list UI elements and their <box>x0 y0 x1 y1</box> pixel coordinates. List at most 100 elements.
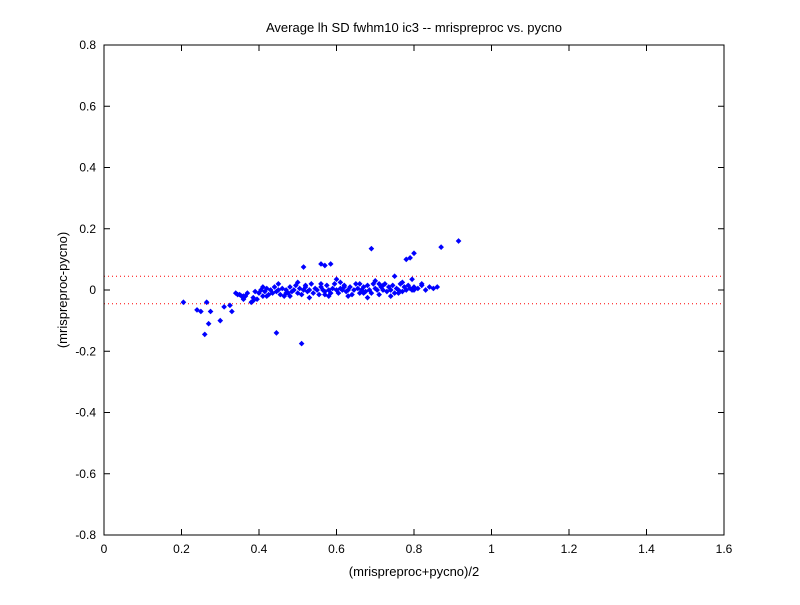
data-point <box>322 291 328 298</box>
data-point <box>277 291 284 298</box>
data-point <box>353 281 359 287</box>
data-point <box>263 285 270 292</box>
data-point <box>201 331 208 338</box>
data-point <box>254 296 260 303</box>
data-point <box>387 287 394 293</box>
x-tick-label: 1.2 <box>561 542 578 556</box>
data-point <box>205 320 212 327</box>
data-point <box>275 287 282 293</box>
data-point <box>314 287 320 293</box>
data-point <box>273 330 280 336</box>
x-tick-label: 1.6 <box>716 542 733 556</box>
data-point <box>380 287 386 293</box>
data-point <box>291 287 297 293</box>
data-point <box>244 290 251 296</box>
data-point <box>269 290 276 296</box>
data-point <box>351 287 357 293</box>
data-point <box>415 285 421 292</box>
y-tick-label: -0.2 <box>75 344 96 358</box>
data-point <box>356 281 363 287</box>
data-point <box>198 308 204 315</box>
y-tick-label: 0.4 <box>79 161 96 175</box>
data-point <box>287 293 293 299</box>
data-point <box>308 281 315 287</box>
data-point <box>345 293 351 299</box>
data-point <box>310 290 317 296</box>
data-point <box>180 299 187 306</box>
data-point <box>306 287 313 293</box>
data-point <box>434 284 441 290</box>
data-point <box>333 276 340 283</box>
data-point <box>368 290 375 296</box>
data-point <box>399 288 406 295</box>
data-point <box>325 293 332 299</box>
data-point <box>203 299 210 306</box>
data-point <box>271 284 278 290</box>
data-point <box>409 276 415 283</box>
data-point <box>349 291 355 298</box>
data-point <box>316 291 322 298</box>
data-point <box>318 281 324 287</box>
data-point <box>306 294 313 301</box>
data-point <box>418 281 425 287</box>
data-point <box>263 293 270 299</box>
data-point <box>260 293 266 299</box>
axis-ticks: 0 0.2 0.4 0.6 0.8 1 1.2 1.4 1.6 -0.8 -0.6 -0.4 -0.2 0… <box>75 38 732 556</box>
y-tick-label: 0 <box>89 283 96 297</box>
data-point <box>300 264 307 270</box>
data-point <box>298 340 305 347</box>
data-point <box>430 285 437 292</box>
data-point <box>422 287 429 293</box>
data-point <box>236 291 243 298</box>
data-point <box>302 282 309 289</box>
data-point <box>318 261 324 267</box>
data-point <box>298 291 305 298</box>
x-tick-label: 1 <box>488 542 495 556</box>
data-point <box>194 307 200 313</box>
data-point <box>376 281 382 287</box>
x-tick-label: 0.6 <box>328 542 345 556</box>
data-point <box>380 282 386 289</box>
data-point <box>331 281 338 287</box>
data-point <box>455 238 462 244</box>
data-point <box>374 287 381 293</box>
data-point <box>341 284 348 290</box>
data-point <box>438 244 444 250</box>
data-point <box>207 308 214 315</box>
data-point <box>391 290 398 296</box>
data-point <box>360 284 367 290</box>
y-tick-label: 0.8 <box>79 38 96 52</box>
data-point <box>275 281 282 287</box>
data-point <box>372 277 379 284</box>
data-point <box>411 287 417 293</box>
data-point <box>389 282 396 289</box>
y-tick-label: 0.2 <box>79 222 96 236</box>
data-point <box>354 285 361 292</box>
data-point <box>403 256 410 263</box>
data-point <box>294 279 301 286</box>
data-point <box>364 282 371 289</box>
data-point <box>322 262 328 269</box>
data-point <box>229 308 235 315</box>
y-axis-label: (mrispreproc-pycno) <box>55 232 70 348</box>
data-point <box>395 290 402 296</box>
data-point <box>391 273 398 280</box>
data-point <box>227 302 233 309</box>
data-point <box>294 290 301 296</box>
data-point <box>426 284 433 290</box>
x-tick-label: 1.4 <box>638 542 655 556</box>
y-tick-label: -0.4 <box>75 406 96 420</box>
data-point <box>296 285 303 292</box>
data-point <box>329 285 336 292</box>
data-point <box>260 284 266 290</box>
y-tick-label: 0.6 <box>79 99 96 113</box>
reference-lines <box>104 275 724 305</box>
data-point <box>221 304 227 310</box>
data-point <box>337 279 344 286</box>
data-point <box>376 291 382 298</box>
x-tick-label: 0.2 <box>173 542 190 556</box>
data-point <box>287 284 293 290</box>
data-point <box>327 261 334 267</box>
